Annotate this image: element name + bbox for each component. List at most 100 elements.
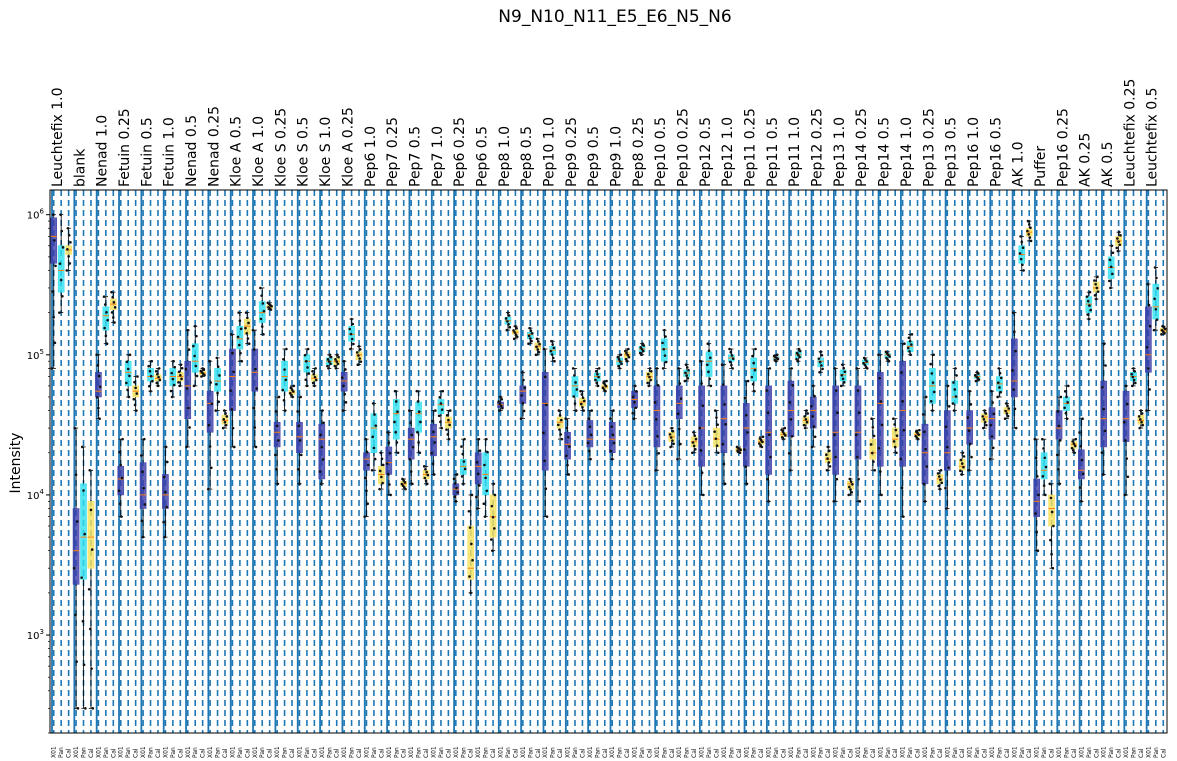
data-point <box>618 367 621 370</box>
data-point <box>98 385 102 389</box>
data-point <box>856 455 859 459</box>
data-point <box>157 375 160 379</box>
box-X01 <box>988 407 996 440</box>
data-point <box>617 358 621 361</box>
data-point <box>95 353 98 357</box>
data-point <box>329 355 333 359</box>
data-point <box>206 487 210 491</box>
data-point <box>1124 384 1128 388</box>
box-X01 <box>698 385 705 467</box>
group-label: Pep7 0.5 <box>407 126 423 187</box>
data-point <box>95 396 99 399</box>
data-point <box>463 437 466 441</box>
box-X01 <box>1122 390 1130 442</box>
box-Pan <box>482 452 489 496</box>
data-point <box>454 500 458 503</box>
data-point <box>566 435 570 439</box>
data-point <box>552 346 556 350</box>
data-point <box>642 344 646 347</box>
data-point <box>924 447 927 451</box>
data-point <box>601 386 605 390</box>
data-point <box>631 411 635 415</box>
x-tick-label: X01 <box>252 746 259 758</box>
x-tick-label: X01 <box>475 746 482 758</box>
data-point <box>411 445 415 449</box>
x-tick-label: X01 <box>743 746 750 758</box>
x-tick-label: X01 <box>1123 746 1130 758</box>
data-point <box>306 347 310 351</box>
group-label: Pep9 0.25 <box>564 117 580 187</box>
data-point <box>297 424 301 428</box>
data-point <box>705 363 709 367</box>
data-point <box>273 453 277 457</box>
x-tick-label: Cal <box>780 748 787 758</box>
data-point <box>947 405 951 408</box>
data-point <box>880 423 884 427</box>
group-label: Leuchtefix 0.5 <box>1145 87 1161 187</box>
data-point <box>654 468 657 472</box>
data-point <box>634 406 638 410</box>
data-point <box>775 353 779 357</box>
x-tick-label: Cal <box>870 748 877 758</box>
data-point <box>128 353 132 357</box>
data-point <box>1093 279 1096 282</box>
data-point <box>769 455 772 459</box>
x-tick-label: Pan <box>1041 747 1048 758</box>
data-point <box>276 482 280 486</box>
data-point <box>426 473 430 477</box>
data-point <box>468 575 471 578</box>
data-point <box>1020 240 1024 244</box>
data-point <box>878 376 881 380</box>
x-tick-label: Pan <box>728 747 735 758</box>
data-point <box>231 426 235 430</box>
data-point <box>931 409 934 412</box>
data-point <box>463 467 467 471</box>
data-point <box>648 375 651 379</box>
data-point <box>797 347 801 351</box>
data-point <box>893 423 896 426</box>
data-point <box>1101 385 1104 389</box>
data-point <box>401 477 404 481</box>
data-point <box>597 375 600 379</box>
data-point <box>1040 437 1044 441</box>
group-label: Kloe S 0.25 <box>273 108 289 187</box>
x-tick-label: Cal <box>1093 748 1100 758</box>
data-point <box>1071 440 1074 443</box>
data-point <box>499 404 503 408</box>
data-point <box>432 430 435 434</box>
data-point <box>758 442 761 445</box>
data-point <box>311 369 314 373</box>
data-point <box>475 495 478 499</box>
data-point <box>156 372 159 376</box>
group-label: Pep10 0.25 <box>676 108 692 187</box>
data-point <box>1042 447 1045 450</box>
data-point <box>521 401 525 405</box>
x-tick-label: X01 <box>1078 746 1085 758</box>
data-point <box>393 420 396 424</box>
data-point <box>1130 372 1133 376</box>
x-tick-label: Cal <box>624 748 631 758</box>
data-point <box>96 364 100 367</box>
data-point <box>84 707 87 710</box>
data-point <box>1021 263 1024 267</box>
group-label: Pep16 0.25 <box>1055 108 1071 187</box>
data-point <box>870 417 873 420</box>
data-point <box>500 397 504 401</box>
x-tick-label: Cal <box>669 748 676 758</box>
data-point <box>341 409 345 412</box>
data-point <box>858 500 862 503</box>
x-tick-label: X01 <box>609 746 616 758</box>
box-X01 <box>385 446 393 475</box>
data-point <box>728 347 731 351</box>
data-point <box>699 449 703 452</box>
data-point <box>223 409 226 412</box>
data-point <box>923 430 926 434</box>
data-point <box>1122 420 1126 424</box>
x-tick-label: Cal <box>311 748 318 758</box>
data-point <box>789 418 793 421</box>
data-point <box>611 433 615 437</box>
data-point <box>812 425 816 428</box>
group-label: Pep14 1.0 <box>899 117 915 187</box>
data-point <box>254 445 258 449</box>
data-point <box>486 450 489 454</box>
